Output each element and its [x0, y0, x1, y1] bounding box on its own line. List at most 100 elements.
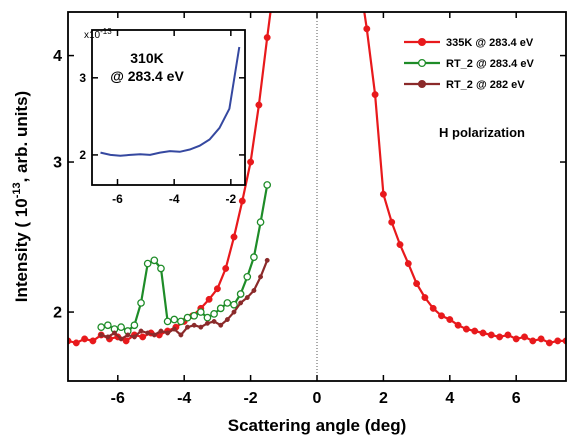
data-point	[236, 290, 245, 298]
y-axis-label: Intensity ( 10-13, arb. units)	[11, 91, 31, 302]
data-point	[191, 322, 197, 328]
data-point	[185, 324, 190, 330]
legend-label: RT_2 @ 282 eV	[446, 79, 525, 91]
data-point	[479, 329, 487, 337]
data-point	[223, 299, 232, 307]
y-tick-label: 2	[53, 305, 62, 322]
data-point	[150, 256, 159, 265]
plot-clip	[100, 46, 241, 157]
data-point	[72, 339, 80, 347]
x-tick-label: 0	[313, 390, 322, 407]
data-point	[163, 317, 172, 326]
inset-title: 310K	[130, 50, 163, 66]
data-point	[230, 233, 238, 241]
data-point	[487, 331, 495, 339]
data-point	[117, 323, 125, 332]
legend-marker	[417, 79, 427, 89]
data-point	[210, 310, 218, 318]
data-point	[429, 304, 437, 312]
y-tick-label: 2	[79, 148, 86, 162]
legend-marker	[417, 37, 427, 47]
data-point	[247, 158, 255, 166]
data-point	[545, 339, 553, 347]
plot-frame	[67, 11, 567, 382]
x-tick-label: -2	[225, 192, 236, 206]
x-axis-label: Scattering angle (deg)	[228, 416, 407, 435]
data-point	[143, 259, 152, 268]
data-point	[454, 321, 462, 329]
data-point	[554, 337, 562, 345]
data-point	[537, 335, 545, 343]
data-point	[251, 288, 257, 293]
data-point	[256, 218, 265, 227]
annotation: H polarization	[439, 125, 525, 140]
data-point	[244, 295, 250, 300]
data-point	[230, 300, 238, 309]
data-point	[190, 311, 199, 320]
data-point	[178, 332, 184, 338]
data-point	[263, 181, 272, 189]
inset-scale-base: x10	[84, 30, 101, 41]
data-point	[243, 272, 252, 281]
data-point	[89, 337, 97, 345]
inset-scale-exponent: -13	[100, 27, 112, 36]
data-point	[165, 330, 171, 336]
y-axis-label-part: Intensity ( 10	[12, 198, 31, 302]
data-point	[238, 300, 244, 306]
data-point	[263, 34, 271, 41]
legend-label: RT_2 @ 283.4 eV	[446, 58, 534, 70]
data-point	[171, 326, 177, 332]
plot-area	[92, 30, 245, 185]
data-point	[388, 218, 396, 226]
data-point	[137, 299, 145, 307]
x-tick-label: -6	[111, 390, 125, 407]
data-point	[224, 317, 230, 322]
y-axis-label-part: , arb. units)	[12, 91, 31, 183]
data-point	[157, 264, 165, 273]
plot-clip	[68, 12, 566, 347]
data-point	[222, 265, 230, 272]
x-tick-label: -4	[169, 192, 180, 206]
data-point	[396, 241, 404, 249]
x-tick-label: -2	[243, 390, 257, 407]
data-point	[131, 334, 137, 340]
data-point	[204, 320, 210, 326]
data-point	[139, 333, 147, 341]
data-point	[446, 316, 454, 323]
data-point	[203, 313, 212, 322]
legend-label: 335K @ 283.4 eV	[446, 37, 534, 49]
y-tick-label: 3	[79, 71, 86, 85]
data-point	[512, 335, 520, 343]
data-point	[198, 324, 204, 330]
data-point	[250, 253, 258, 261]
data-point	[258, 274, 264, 280]
data-point	[255, 101, 263, 109]
series-line	[100, 46, 241, 157]
x-tick-label: 6	[512, 390, 521, 407]
data-point	[130, 321, 139, 330]
data-point	[213, 285, 221, 293]
data-point	[122, 337, 130, 345]
legend-marker	[417, 58, 427, 68]
data-point	[112, 330, 117, 336]
x-tick-label: -6	[112, 192, 123, 206]
data-point	[421, 294, 429, 301]
data-point	[379, 190, 387, 198]
data-point	[183, 313, 192, 322]
data-point	[170, 315, 179, 324]
data-point	[471, 327, 479, 335]
y-axis-label-exponent: -13	[11, 182, 23, 198]
data-point	[145, 330, 151, 336]
x-tick-label: 2	[379, 390, 388, 407]
data-point	[504, 331, 512, 339]
data-point	[81, 335, 89, 343]
data-point	[438, 312, 445, 320]
data-point	[529, 337, 537, 345]
data-point	[363, 25, 371, 33]
data-point	[138, 328, 144, 334]
data-point	[97, 323, 106, 332]
data-point	[211, 318, 217, 324]
x-tick-label: -4	[177, 390, 191, 407]
data-point	[521, 333, 528, 341]
